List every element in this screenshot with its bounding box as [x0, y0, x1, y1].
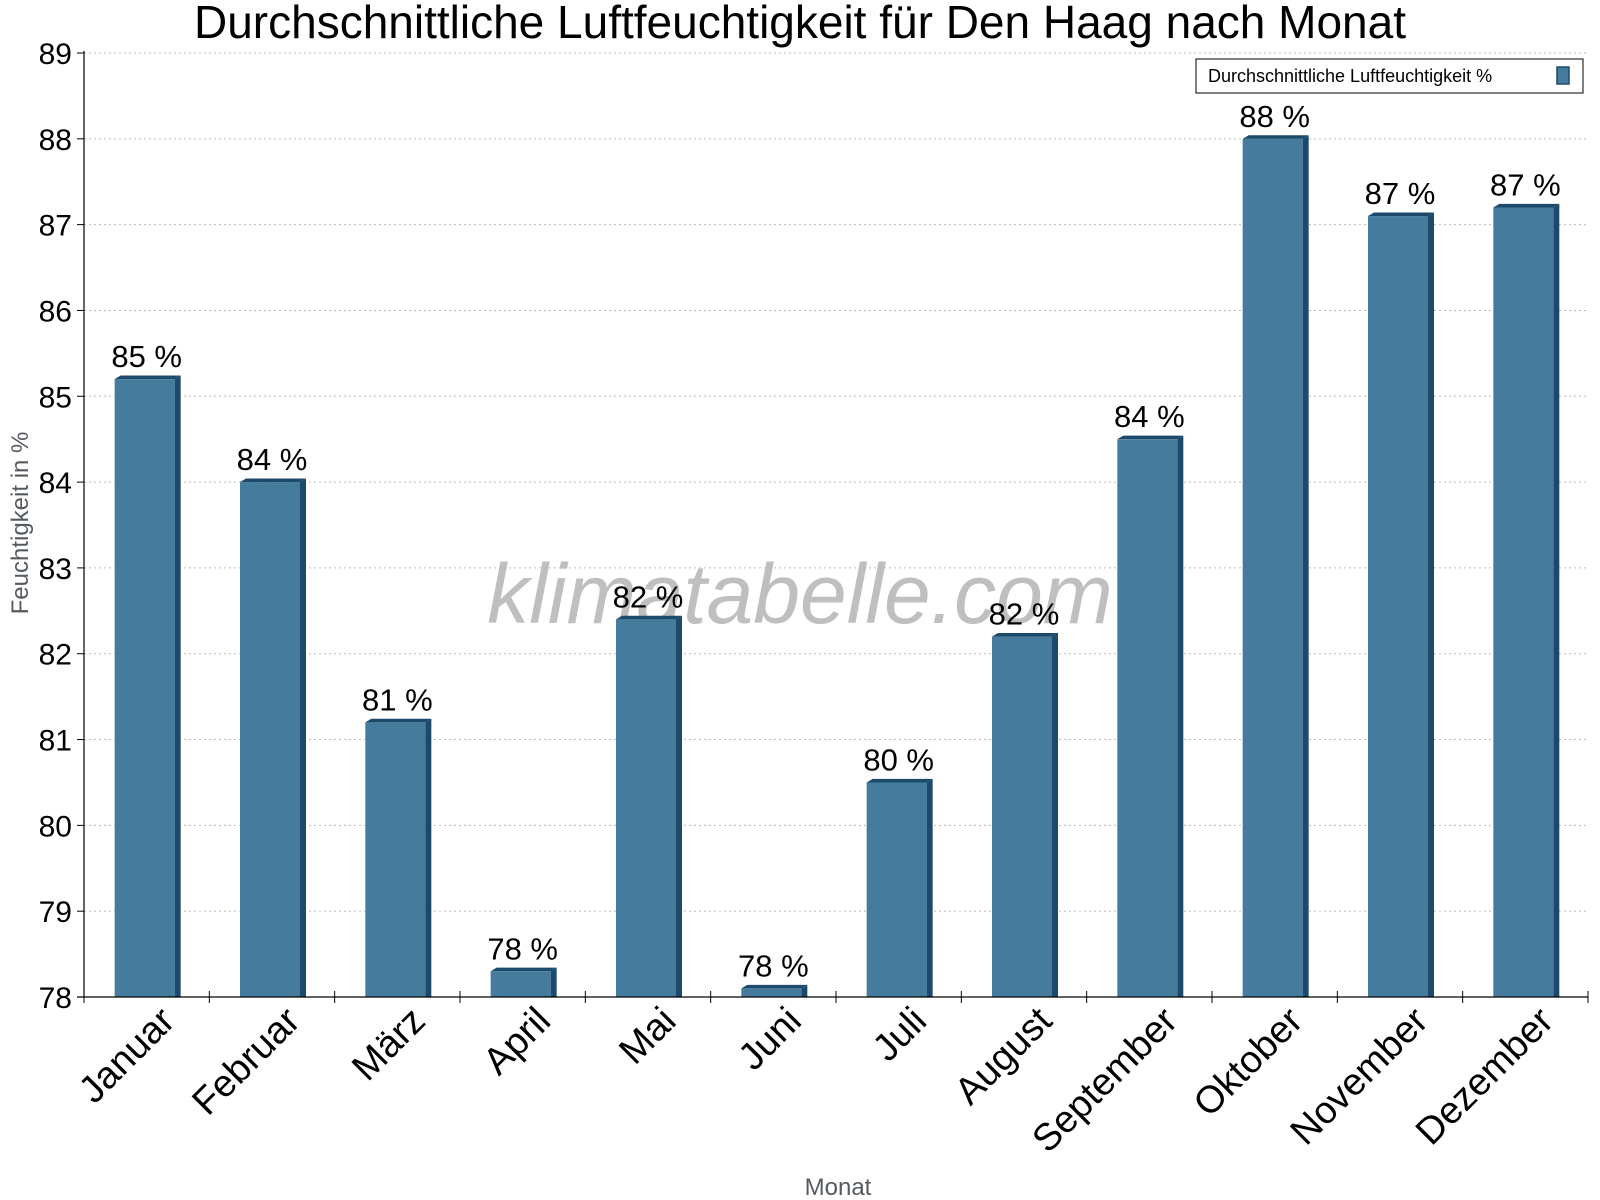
- y-tick-label: 81: [39, 725, 72, 758]
- bar-januar: [114, 375, 181, 997]
- data-label: 82 %: [989, 597, 1060, 632]
- bar-top: [114, 375, 181, 380]
- bar-august: [992, 632, 1058, 997]
- x-tick-label: August: [947, 999, 1061, 1113]
- bar-face: [1242, 138, 1303, 997]
- bar-top: [1368, 212, 1434, 217]
- bar-face: [240, 482, 300, 997]
- bar-side: [174, 375, 181, 997]
- bar-side: [300, 478, 306, 997]
- bar-face: [741, 988, 802, 997]
- x-tick-label: Juni: [731, 1000, 810, 1079]
- data-label: 87 %: [1365, 176, 1436, 211]
- bar-face: [616, 619, 676, 997]
- y-axis-label: Feuchtigkeit in %: [7, 432, 34, 615]
- bar-face: [114, 379, 175, 997]
- grid-lines: [84, 52, 1588, 912]
- data-label: 84 %: [237, 442, 308, 477]
- legend-swatch: [1556, 66, 1570, 85]
- bar-face: [365, 722, 426, 997]
- x-axis-ticks: Januar Februar März April Mai Juni Juli AugustS…: [71, 991, 1589, 1161]
- bar-april: [490, 967, 557, 997]
- x-tick-label: Dezember: [1408, 999, 1562, 1153]
- y-tick-label: 85: [39, 381, 72, 414]
- x-tick-label: Januar: [71, 999, 183, 1111]
- bar-side: [1052, 632, 1058, 997]
- bar-top: [240, 478, 306, 483]
- x-axis-label: Monat: [805, 1174, 872, 1200]
- bar-top: [1117, 435, 1184, 440]
- y-tick-label: 87: [39, 210, 72, 243]
- bar-september: [1117, 435, 1184, 998]
- bar-top: [490, 967, 557, 972]
- x-tick-label: Oktober: [1186, 999, 1312, 1125]
- x-tick-label: Juli: [865, 1000, 935, 1070]
- data-label: 78 %: [487, 931, 558, 966]
- data-label: 85 %: [111, 339, 182, 374]
- bar-top: [365, 718, 432, 723]
- legend: Durchschnittliche Luftfeuchtigkeit %: [1195, 58, 1584, 94]
- x-tick-label: April: [476, 1000, 559, 1083]
- x-tick-label: März: [344, 1000, 433, 1089]
- bar-side: [676, 615, 682, 997]
- bar-top: [616, 615, 682, 620]
- bar-side: [550, 967, 557, 997]
- bar-dezember: [1493, 203, 1560, 998]
- y-tick-label: 84: [39, 467, 72, 500]
- y-tick-label: 79: [39, 896, 72, 929]
- y-tick-label: 89: [39, 38, 72, 71]
- y-axis-ticks: 78 79 80 81 82 83 84 85 86 87 88 89: [39, 38, 84, 1015]
- bar-oktober: [1242, 135, 1309, 997]
- legend-box: [1195, 58, 1584, 94]
- bar-juni: [741, 984, 808, 997]
- bar-face: [490, 971, 551, 997]
- axes: [77, 51, 1588, 998]
- data-label: 80 %: [863, 742, 934, 777]
- bar-top: [866, 778, 933, 783]
- x-tick-label: Mai: [611, 1000, 684, 1073]
- data-label: 78 %: [738, 948, 809, 983]
- bar-side: [425, 718, 432, 997]
- bar-juli: [866, 778, 933, 997]
- bar-top: [741, 984, 808, 989]
- bar-top: [992, 632, 1058, 637]
- bar-side: [1177, 435, 1184, 998]
- data-label: 81 %: [362, 682, 433, 717]
- bar-side: [1428, 212, 1434, 998]
- bar-face: [866, 782, 927, 997]
- watermark: klimatabelle.com: [487, 547, 1113, 641]
- bar-face: [1493, 207, 1554, 998]
- bar-mai: [616, 615, 682, 997]
- data-label: 84 %: [1114, 399, 1185, 434]
- bar-face: [1117, 439, 1178, 997]
- data-label: 82 %: [613, 579, 684, 614]
- bar-side: [1553, 203, 1560, 997]
- y-tick-label: 80: [39, 810, 72, 843]
- y-tick-label: 82: [39, 639, 72, 672]
- bar-side: [1302, 135, 1309, 997]
- chart-title: Durchschnittliche Luftfeuchtigkeit für D…: [194, 0, 1406, 48]
- bar-side: [926, 778, 933, 997]
- y-tick-label: 78: [39, 982, 72, 1015]
- bar-top: [1493, 203, 1560, 208]
- bar-märz: [365, 718, 432, 997]
- bar-face: [1368, 216, 1428, 997]
- y-tick-label: 86: [39, 295, 72, 328]
- y-tick-label: 83: [39, 553, 72, 586]
- data-label: 88 %: [1239, 99, 1310, 134]
- y-tick-label: 88: [39, 124, 72, 157]
- bars: 85 % 84 % 81 % 78 % 82 % 78 % 80 % 82 % 84 % 88 %…: [111, 99, 1561, 998]
- bar-side: [801, 984, 808, 997]
- x-tick-label: Februar: [185, 999, 309, 1123]
- bar-top: [1242, 135, 1309, 139]
- legend-label: Durchschnittliche Luftfeuchtigkeit %: [1208, 66, 1492, 86]
- data-label: 87 %: [1490, 167, 1561, 202]
- bar-november: [1368, 212, 1434, 998]
- bar-face: [992, 636, 1052, 997]
- bar-februar: [240, 478, 306, 997]
